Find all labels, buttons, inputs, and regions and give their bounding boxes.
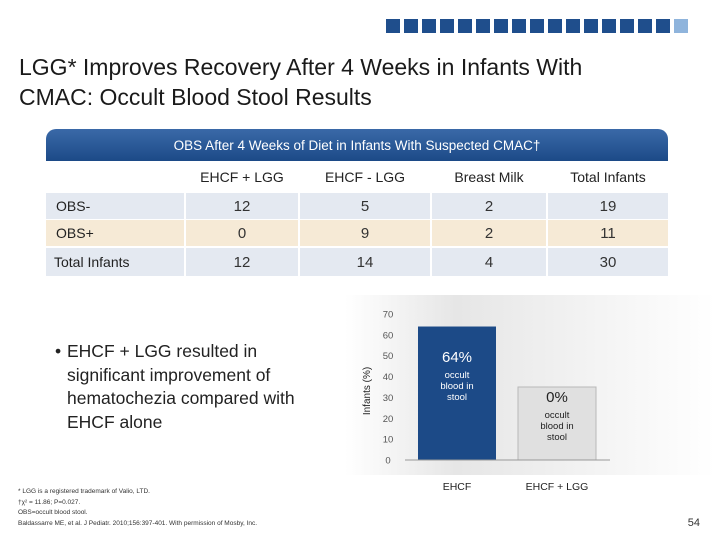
y-tick-label: 0 — [385, 456, 390, 467]
table-cell: 12 — [233, 253, 251, 271]
y-tick-label: 30 — [383, 393, 394, 404]
table-cell: 5 — [360, 197, 370, 215]
footnotes: * LGG is a registered trademark of Valio… — [18, 487, 257, 529]
column-divider — [430, 162, 432, 276]
slide-title: LGG* Improves Recovery After 4 Weeks in … — [19, 52, 679, 112]
table-cell: 19 — [599, 197, 617, 215]
table-cell: 30 — [599, 253, 617, 271]
table-cell: 2 — [484, 224, 494, 242]
data-sublabel: blood in — [540, 421, 573, 432]
column-header-breast-milk: Breast Milk — [432, 162, 546, 192]
data-sublabel: occult — [445, 370, 470, 381]
data-sublabel: blood in — [440, 381, 473, 392]
x-tick-label: EHCF + LGG — [526, 481, 589, 493]
decor-square — [620, 19, 634, 33]
page-number: 54 — [687, 517, 700, 529]
table-cell: 14 — [356, 253, 374, 271]
y-tick-label: 60 — [383, 330, 394, 341]
footnote-abbreviation: OBS=occult blood stool. — [18, 509, 88, 516]
data-sublabel: stool — [547, 432, 567, 443]
data-label: 0% — [546, 389, 568, 406]
column-divider — [546, 162, 548, 276]
footnote-statistics: †χ² = 11.86; P=0.027. — [18, 498, 81, 506]
footnote-citation: Baldassarre ME, et al. J Pediatr. 2010;1… — [18, 519, 258, 527]
data-sublabel: occult — [545, 410, 570, 421]
table-cell: 0 — [237, 224, 247, 242]
data-sublabel: stool — [447, 392, 467, 403]
column-header-ehcf-lgg: EHCF + LGG — [186, 162, 298, 192]
decor-square — [512, 19, 526, 33]
decor-square — [458, 19, 472, 33]
bar — [418, 326, 496, 460]
column-divider — [184, 162, 186, 276]
table-row: OBS+ 0 9 2 11 — [46, 220, 668, 246]
x-tick-label: EHCF — [443, 481, 472, 493]
table-cell: 12 — [233, 197, 251, 215]
decor-square — [494, 19, 508, 33]
decor-square — [638, 19, 652, 33]
table-cell: 11 — [600, 224, 616, 242]
decor-square — [584, 19, 598, 33]
decor-square — [530, 19, 544, 33]
row-label: OBS+ — [56, 225, 94, 241]
table-cell: 9 — [360, 224, 370, 242]
decor-square — [674, 19, 688, 33]
column-divider — [298, 162, 300, 276]
column-header-ehcf-minus-lgg: EHCF - LGG — [300, 162, 430, 192]
row-label: OBS- — [56, 198, 91, 214]
slide-title-line-1: LGG* Improves Recovery After 4 Weeks in … — [19, 54, 583, 80]
decorative-squares — [386, 19, 688, 33]
decor-square — [404, 19, 418, 33]
table-row: Total Infants 12 14 4 30 — [46, 248, 668, 276]
table-cell: 4 — [484, 253, 494, 271]
decor-square — [656, 19, 670, 33]
bullet-point: • EHCF + LGG resulted in significant imp… — [55, 340, 335, 434]
bullet-icon: • — [55, 341, 62, 361]
y-tick-label: 70 — [383, 310, 394, 321]
bar-background — [517, 386, 597, 461]
footnote-trademark: * LGG is a registered trademark of Valio… — [18, 488, 150, 495]
y-axis-label: Infants (%) — [362, 367, 373, 415]
y-tick-label: 10 — [383, 435, 394, 446]
decor-square — [548, 19, 562, 33]
decor-square — [440, 19, 454, 33]
data-label: 64% — [442, 349, 472, 366]
table-cell: 2 — [484, 197, 494, 215]
decor-square — [602, 19, 616, 33]
y-tick-label: 50 — [383, 351, 394, 362]
table-header: OBS After 4 Weeks of Diet in Infants Wit… — [46, 129, 668, 161]
decor-square — [422, 19, 436, 33]
row-label: Total Infants — [54, 254, 130, 270]
y-tick-label: 40 — [383, 372, 394, 383]
decor-square — [566, 19, 580, 33]
decor-square — [476, 19, 490, 33]
column-header-total-infants: Total Infants — [548, 162, 668, 192]
table-row: OBS- 12 5 2 19 — [46, 193, 668, 219]
y-tick-label: 20 — [383, 414, 394, 425]
decor-square — [386, 19, 400, 33]
slide-title-line-2: CMAC: Occult Blood Stool Results — [19, 84, 372, 110]
bullet-text: EHCF + LGG resulted in significant impro… — [67, 341, 295, 432]
